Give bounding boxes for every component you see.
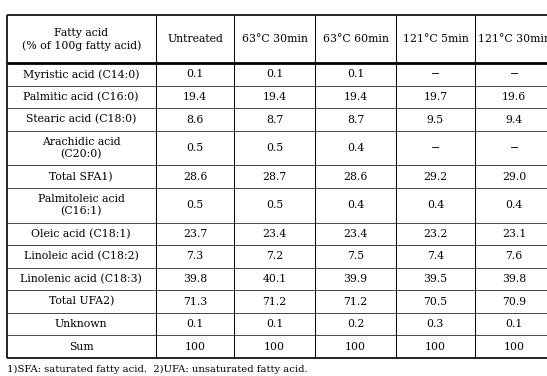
Text: Palmitic acid (C16:0): Palmitic acid (C16:0) xyxy=(24,92,139,102)
Text: 19.7: 19.7 xyxy=(423,92,447,102)
Text: Untreated: Untreated xyxy=(167,34,223,44)
Text: 70.5: 70.5 xyxy=(423,297,447,306)
Text: 8.7: 8.7 xyxy=(266,115,283,124)
Text: 7.3: 7.3 xyxy=(187,252,203,261)
Text: −: − xyxy=(510,143,519,153)
Text: 7.5: 7.5 xyxy=(347,252,364,261)
Text: Palmitoleic acid
(C16:1): Palmitoleic acid (C16:1) xyxy=(38,194,125,217)
Text: 28.6: 28.6 xyxy=(183,172,207,182)
Text: 28.7: 28.7 xyxy=(263,172,287,182)
Text: Linolenic acid (C18:3): Linolenic acid (C18:3) xyxy=(20,274,142,284)
Text: Fatty acid
(% of 100g fatty acid): Fatty acid (% of 100g fatty acid) xyxy=(21,27,141,51)
Text: 8.6: 8.6 xyxy=(187,115,203,124)
Text: 0.3: 0.3 xyxy=(427,319,444,329)
Text: 0.2: 0.2 xyxy=(347,319,364,329)
Text: 0.5: 0.5 xyxy=(266,200,283,210)
Text: Stearic acid (C18:0): Stearic acid (C18:0) xyxy=(26,114,136,125)
Text: −: − xyxy=(431,70,440,79)
Text: Arachidic acid
(C20:0): Arachidic acid (C20:0) xyxy=(42,137,120,159)
Text: 19.4: 19.4 xyxy=(263,92,287,102)
Text: 0.1: 0.1 xyxy=(187,319,203,329)
Text: −: − xyxy=(510,70,519,79)
Text: 19.6: 19.6 xyxy=(502,92,526,102)
Text: 100: 100 xyxy=(264,342,285,352)
Text: 0.4: 0.4 xyxy=(505,200,523,210)
Text: 23.4: 23.4 xyxy=(263,229,287,239)
Text: 100: 100 xyxy=(184,342,206,352)
Text: 19.4: 19.4 xyxy=(344,92,368,102)
Text: 7.6: 7.6 xyxy=(505,252,523,261)
Text: Oleic acid (C18:1): Oleic acid (C18:1) xyxy=(31,229,131,239)
Text: 7.4: 7.4 xyxy=(427,252,444,261)
Text: 0.5: 0.5 xyxy=(187,200,203,210)
Text: 23.2: 23.2 xyxy=(423,229,447,239)
Text: 121°C 5min: 121°C 5min xyxy=(403,34,468,44)
Text: 23.1: 23.1 xyxy=(502,229,526,239)
Text: 0.1: 0.1 xyxy=(347,70,364,79)
Text: 1)SFA: saturated fatty acid.  2)UFA: unsaturated fatty acid.: 1)SFA: saturated fatty acid. 2)UFA: unsa… xyxy=(7,365,307,374)
Text: 100: 100 xyxy=(425,342,446,352)
Text: Sum: Sum xyxy=(69,342,94,352)
Text: Unknown: Unknown xyxy=(55,319,107,329)
Text: 100: 100 xyxy=(345,342,366,352)
Text: 100: 100 xyxy=(504,342,525,352)
Text: 0.4: 0.4 xyxy=(427,200,444,210)
Text: 29.2: 29.2 xyxy=(423,172,447,182)
Text: 0.1: 0.1 xyxy=(266,70,283,79)
Text: 0.1: 0.1 xyxy=(266,319,283,329)
Text: 0.4: 0.4 xyxy=(347,143,364,153)
Text: 0.5: 0.5 xyxy=(266,143,283,153)
Text: −: − xyxy=(431,143,440,153)
Text: 0.4: 0.4 xyxy=(347,200,364,210)
Text: 121°C 30min: 121°C 30min xyxy=(478,34,547,44)
Text: Total SFA1): Total SFA1) xyxy=(49,171,113,182)
Text: 39.5: 39.5 xyxy=(423,274,447,284)
Text: 23.7: 23.7 xyxy=(183,229,207,239)
Text: 70.9: 70.9 xyxy=(502,297,526,306)
Text: 39.8: 39.8 xyxy=(183,274,207,284)
Text: 39.9: 39.9 xyxy=(344,274,368,284)
Text: 28.6: 28.6 xyxy=(344,172,368,182)
Text: 71.2: 71.2 xyxy=(344,297,368,306)
Text: 71.2: 71.2 xyxy=(263,297,287,306)
Text: 63°C 30min: 63°C 30min xyxy=(242,34,307,44)
Text: 9.5: 9.5 xyxy=(427,115,444,124)
Text: 7.2: 7.2 xyxy=(266,252,283,261)
Text: 29.0: 29.0 xyxy=(502,172,526,182)
Text: 23.4: 23.4 xyxy=(344,229,368,239)
Text: Myristic acid (C14:0): Myristic acid (C14:0) xyxy=(23,69,139,80)
Text: Linoleic acid (C18:2): Linoleic acid (C18:2) xyxy=(24,251,139,262)
Text: 39.8: 39.8 xyxy=(502,274,526,284)
Text: 71.3: 71.3 xyxy=(183,297,207,306)
Text: 40.1: 40.1 xyxy=(263,274,287,284)
Text: 9.4: 9.4 xyxy=(505,115,523,124)
Text: 63°C 60min: 63°C 60min xyxy=(323,34,388,44)
Text: Total UFA2): Total UFA2) xyxy=(49,296,114,307)
Text: 8.7: 8.7 xyxy=(347,115,364,124)
Text: 19.4: 19.4 xyxy=(183,92,207,102)
Text: 0.1: 0.1 xyxy=(187,70,203,79)
Text: 0.5: 0.5 xyxy=(187,143,203,153)
Text: 0.1: 0.1 xyxy=(505,319,523,329)
